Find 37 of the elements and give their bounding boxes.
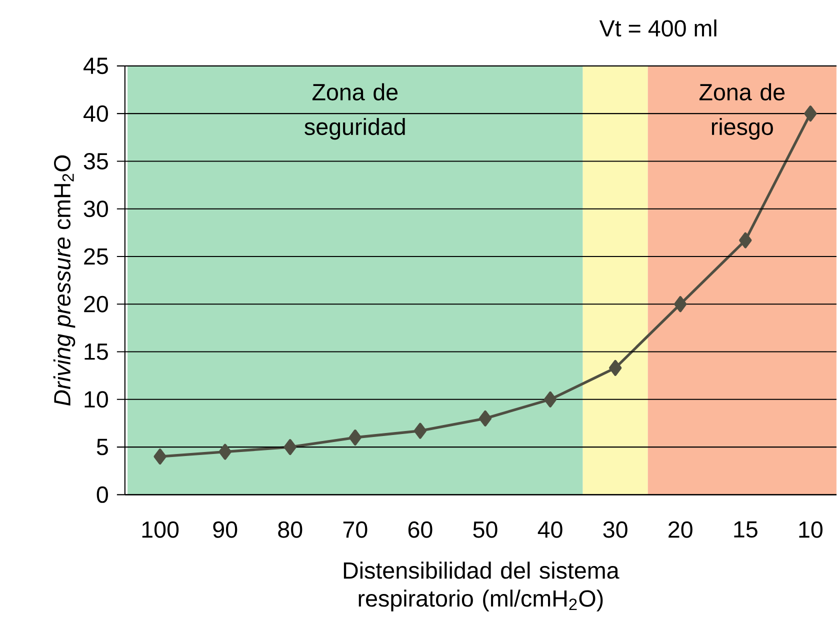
point [348,430,362,446]
x-tick-label: 70 [343,522,368,538]
y-tick-label: 25 [84,248,108,265]
point [284,439,296,456]
point [478,410,492,427]
x-axis-title: Distensibilidad del sistema respiratorio (ml/cmH$_{2}$O) [344,562,620,612]
y-tick-label: 45 [84,58,108,74]
x-tick-label: 80 [278,522,302,538]
y-axis-title: Driving pressure cmH$_{2}$O [53,156,76,406]
point [414,423,427,440]
x-tick-label: 20 [668,522,692,538]
y-tick-label: 35 [84,153,108,170]
x-tick-label: 15 [734,522,758,538]
x-tick-label: 50 [473,522,498,538]
x-tick-label: 10 [799,522,823,538]
band-label: Zona de seguridad [304,84,405,140]
y-tick-label: 40 [84,106,108,122]
x-tick-label: 100 [142,522,179,538]
x-tick-label: 30 [603,522,628,538]
band-label: Zona de riesgo [699,84,785,140]
point [154,448,166,465]
point [739,232,752,248]
point [544,392,557,408]
y-tick-label: 20 [84,296,108,313]
point [804,106,817,122]
y-tick-label: 30 [84,200,108,218]
x-tick-label: 90 [213,522,238,538]
chart-title: Vt = 400 ml [599,20,716,37]
y-tick-label: 10 [84,391,108,408]
y-tick-label: 0 [96,486,108,504]
x-tick-label: 40 [538,522,562,538]
point [674,296,687,312]
y-tick-label: 15 [84,344,108,360]
x-tick-label: 60 [408,522,432,538]
y-tick-label: 5 [96,439,108,456]
point [609,360,622,376]
point [218,444,232,460]
